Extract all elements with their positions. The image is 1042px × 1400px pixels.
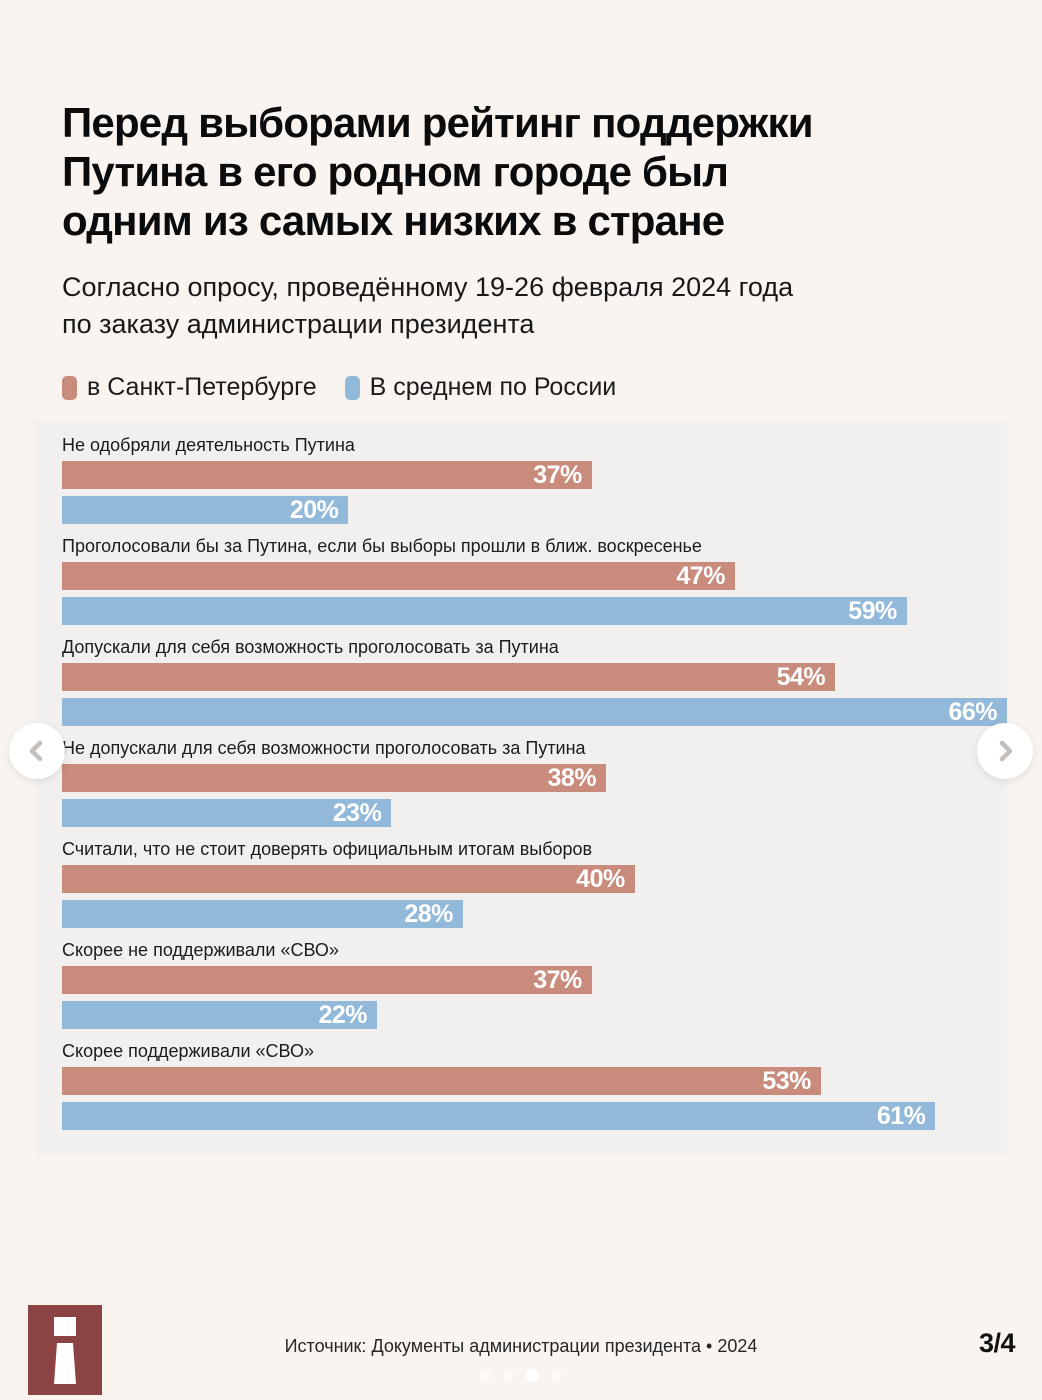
bar-value-label: 23% bbox=[332, 798, 382, 827]
bar-russia: 28% bbox=[62, 900, 463, 928]
bar-russia: 61% bbox=[62, 1101, 936, 1130]
bar-value-label: 53% bbox=[762, 1066, 811, 1095]
legend-label: В среднем по России bbox=[369, 373, 617, 401]
carousel-next-button[interactable] bbox=[977, 723, 1033, 779]
category-label: Считали, что не стоит доверять официальн… bbox=[62, 839, 593, 859]
category-label: Допускали для себя возможность проголосо… bbox=[62, 637, 559, 657]
chart-group: Допускали для себя возможность проголосо… bbox=[62, 637, 1007, 726]
legend-item: в Санкт-Петербурге bbox=[62, 373, 317, 402]
chart-group: Скорее не поддерживали «СВО» 37% 22% bbox=[62, 940, 1007, 1029]
bar-value-label: 20% bbox=[289, 495, 339, 524]
bar-spb: 38% bbox=[62, 763, 607, 792]
bar-spb: 53% bbox=[62, 1067, 821, 1095]
carousel-dot[interactable] bbox=[551, 1370, 562, 1381]
legend-swatch bbox=[344, 375, 360, 400]
bar-value-label: 38% bbox=[547, 763, 597, 792]
bar-russia: 22% bbox=[62, 1001, 377, 1029]
page-indicator: 3/4 bbox=[978, 1328, 1016, 1358]
chart-group: Скорее поддерживали «СВО» 53% 61% bbox=[62, 1041, 1007, 1130]
category-label: Скорее поддерживали «СВО» bbox=[62, 1041, 314, 1061]
bar-value-label: 54% bbox=[776, 662, 826, 691]
chevron-right-icon bbox=[999, 740, 1013, 762]
chevron-left-icon bbox=[29, 740, 43, 762]
chart-group: Не одобряли деятельность Путина 37% 20% bbox=[62, 435, 1007, 524]
bar-value-label: 37% bbox=[533, 460, 582, 489]
category-label: Проголосовали бы за Путина, если бы выбо… bbox=[62, 536, 702, 556]
legend-label: в Санкт-Петербурге bbox=[87, 373, 317, 401]
bar-russia: 20% bbox=[62, 495, 349, 524]
chart-group: Считали, что не стоит доверять официальн… bbox=[62, 839, 1007, 928]
chart-group: Проголосовали бы за Путина, если бы выбо… bbox=[62, 536, 1007, 625]
chart-panel: Не одобряли деятельность Путина 37% 20% Про… bbox=[35, 420, 1007, 1154]
bar-spb: 54% bbox=[62, 662, 836, 691]
bar-value-label: 22% bbox=[318, 1000, 367, 1029]
bar-value-label: 40% bbox=[576, 864, 625, 893]
carousel-dots bbox=[0, 1369, 1042, 1382]
chart-legend: в Санкт-Петербурге В среднем по России bbox=[62, 373, 1042, 402]
bar-spb: 37% bbox=[62, 461, 592, 489]
legend-item: В среднем по России bbox=[344, 373, 617, 402]
bar-spb: 40% bbox=[62, 865, 635, 893]
category-label: Не одобряли деятельность Путина bbox=[62, 435, 355, 455]
bar-value-label: 59% bbox=[848, 596, 897, 625]
bar-value-label: 37% bbox=[533, 965, 582, 994]
page-title: Перед выборами рейтинг поддержки Путина … bbox=[62, 99, 814, 244]
page-subtitle: Согласно опросу, проведённому 19-26 февр… bbox=[62, 272, 794, 339]
bar-value-label: 28% bbox=[404, 899, 453, 928]
carousel-prev-button[interactable] bbox=[9, 723, 65, 779]
legend-swatch bbox=[62, 375, 77, 400]
bar-russia: 59% bbox=[62, 597, 907, 625]
chart-group: Не допускали для себя возможности прогол… bbox=[62, 738, 1007, 827]
source-caption: Источник: Документы администрации презид… bbox=[284, 1336, 758, 1356]
bar-value-label: 47% bbox=[676, 561, 725, 590]
infographic-slide: Перед выборами рейтинг поддержки Путина … bbox=[0, 98, 1042, 1395]
carousel-dot-active[interactable] bbox=[526, 1369, 539, 1382]
bar-value-label: 61% bbox=[876, 1101, 926, 1130]
bar-value-label: 66% bbox=[948, 697, 997, 726]
category-label: Не допускали для себя возможности прогол… bbox=[62, 738, 586, 758]
bar-russia: 23% bbox=[62, 798, 392, 827]
bar-russia: 66% bbox=[62, 698, 1007, 726]
bar-spb: 37% bbox=[62, 966, 592, 994]
carousel-dot[interactable] bbox=[480, 1370, 491, 1381]
carousel-dot[interactable] bbox=[503, 1370, 514, 1381]
bar-spb: 47% bbox=[62, 562, 735, 590]
category-label: Скорее не поддерживали «СВО» bbox=[62, 940, 339, 960]
chart-groups: Не одобряли деятельность Путина 37% 20% Про… bbox=[62, 435, 1007, 1130]
